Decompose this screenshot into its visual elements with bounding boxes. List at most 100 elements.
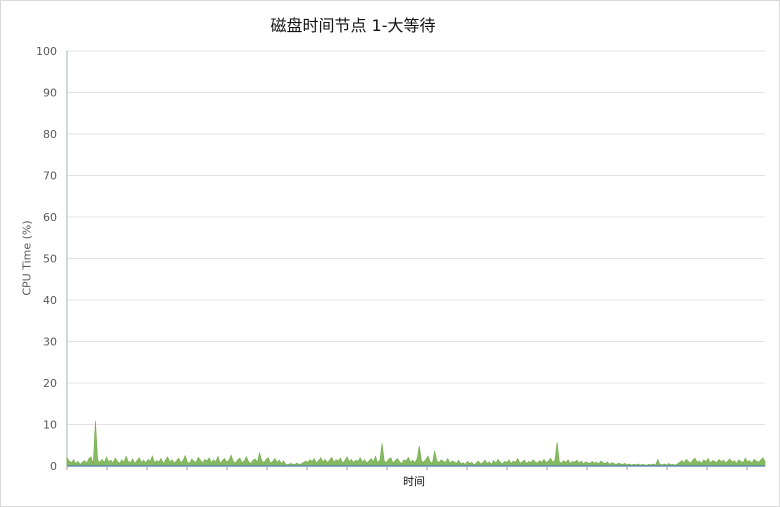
data-point xyxy=(554,459,556,461)
data-point xyxy=(591,461,593,462)
data-point xyxy=(563,460,564,461)
data-point xyxy=(672,464,674,465)
data-point xyxy=(445,461,446,463)
data-point xyxy=(305,460,306,462)
data-point xyxy=(263,462,265,463)
data-point xyxy=(742,462,744,463)
data-point xyxy=(666,464,667,466)
y-tick-label: 40 xyxy=(43,294,57,307)
data-point xyxy=(303,462,304,463)
data-point xyxy=(381,443,383,444)
data-point xyxy=(434,450,435,452)
data-point xyxy=(101,459,103,460)
data-point xyxy=(661,464,663,466)
data-point xyxy=(226,461,228,463)
data-point xyxy=(274,458,276,459)
data-point xyxy=(184,455,186,456)
data-point xyxy=(491,464,492,465)
data-point xyxy=(685,459,687,460)
y-tick-label: 100 xyxy=(36,45,57,58)
data-point xyxy=(158,461,160,463)
data-point xyxy=(587,462,589,463)
data-point xyxy=(482,462,484,463)
data-point xyxy=(469,463,470,464)
data-point xyxy=(674,464,676,466)
data-point xyxy=(421,460,422,462)
data-point xyxy=(355,459,357,461)
data-point xyxy=(541,461,543,463)
y-tick-label: 30 xyxy=(43,336,57,349)
data-point xyxy=(467,461,468,462)
data-point xyxy=(246,456,247,458)
data-point xyxy=(635,464,637,466)
data-point xyxy=(574,461,575,463)
data-point xyxy=(401,463,403,464)
data-point xyxy=(388,459,389,460)
data-point xyxy=(664,463,665,465)
data-point xyxy=(254,458,256,460)
data-point xyxy=(699,460,700,462)
data-point xyxy=(480,463,481,465)
data-point xyxy=(449,462,451,464)
data-point xyxy=(692,459,694,461)
data-point xyxy=(701,463,702,464)
data-point xyxy=(88,458,90,459)
data-point xyxy=(703,459,705,461)
data-point xyxy=(576,459,578,461)
data-point xyxy=(569,463,571,464)
data-point xyxy=(165,459,166,461)
data-point xyxy=(281,463,282,464)
data-point xyxy=(738,459,740,461)
data-point xyxy=(346,456,348,458)
data-point xyxy=(397,458,398,459)
data-point xyxy=(443,461,444,462)
data-point xyxy=(348,461,350,463)
data-point xyxy=(127,461,129,462)
data-point xyxy=(747,461,748,463)
data-point xyxy=(580,460,582,462)
data-point xyxy=(677,463,678,465)
data-point xyxy=(97,459,98,461)
data-point xyxy=(565,462,567,463)
data-point xyxy=(764,461,766,462)
data-point xyxy=(338,460,339,462)
data-point xyxy=(114,457,116,459)
data-point xyxy=(121,459,122,461)
data-point xyxy=(340,457,341,459)
data-point xyxy=(73,459,74,461)
data-point xyxy=(191,458,193,460)
data-point xyxy=(232,461,234,462)
data-point xyxy=(462,462,464,463)
data-point xyxy=(517,458,519,459)
data-point xyxy=(758,461,759,463)
data-point xyxy=(110,459,112,461)
data-point xyxy=(237,459,238,461)
data-point xyxy=(408,456,409,458)
data-point xyxy=(278,459,280,461)
data-point xyxy=(429,461,431,463)
data-point xyxy=(77,461,79,462)
data-point xyxy=(71,462,72,463)
data-point xyxy=(550,457,551,459)
data-point xyxy=(368,460,370,462)
data-point xyxy=(149,461,151,462)
data-point xyxy=(723,459,724,461)
data-point xyxy=(710,462,711,464)
data-point xyxy=(298,464,300,465)
data-point xyxy=(169,461,171,463)
data-point xyxy=(534,461,536,463)
data-point xyxy=(351,459,352,460)
data-point xyxy=(753,459,755,460)
data-point xyxy=(657,459,659,460)
chart-title: 磁盘时间节点 1-大等待 xyxy=(270,16,436,35)
data-point xyxy=(653,463,654,465)
data-point xyxy=(478,460,479,462)
data-point xyxy=(257,461,258,463)
data-point xyxy=(86,462,87,464)
data-point xyxy=(611,462,613,463)
data-point xyxy=(600,460,602,462)
data-point xyxy=(714,461,715,462)
data-point xyxy=(447,458,449,459)
data-point xyxy=(219,463,221,464)
